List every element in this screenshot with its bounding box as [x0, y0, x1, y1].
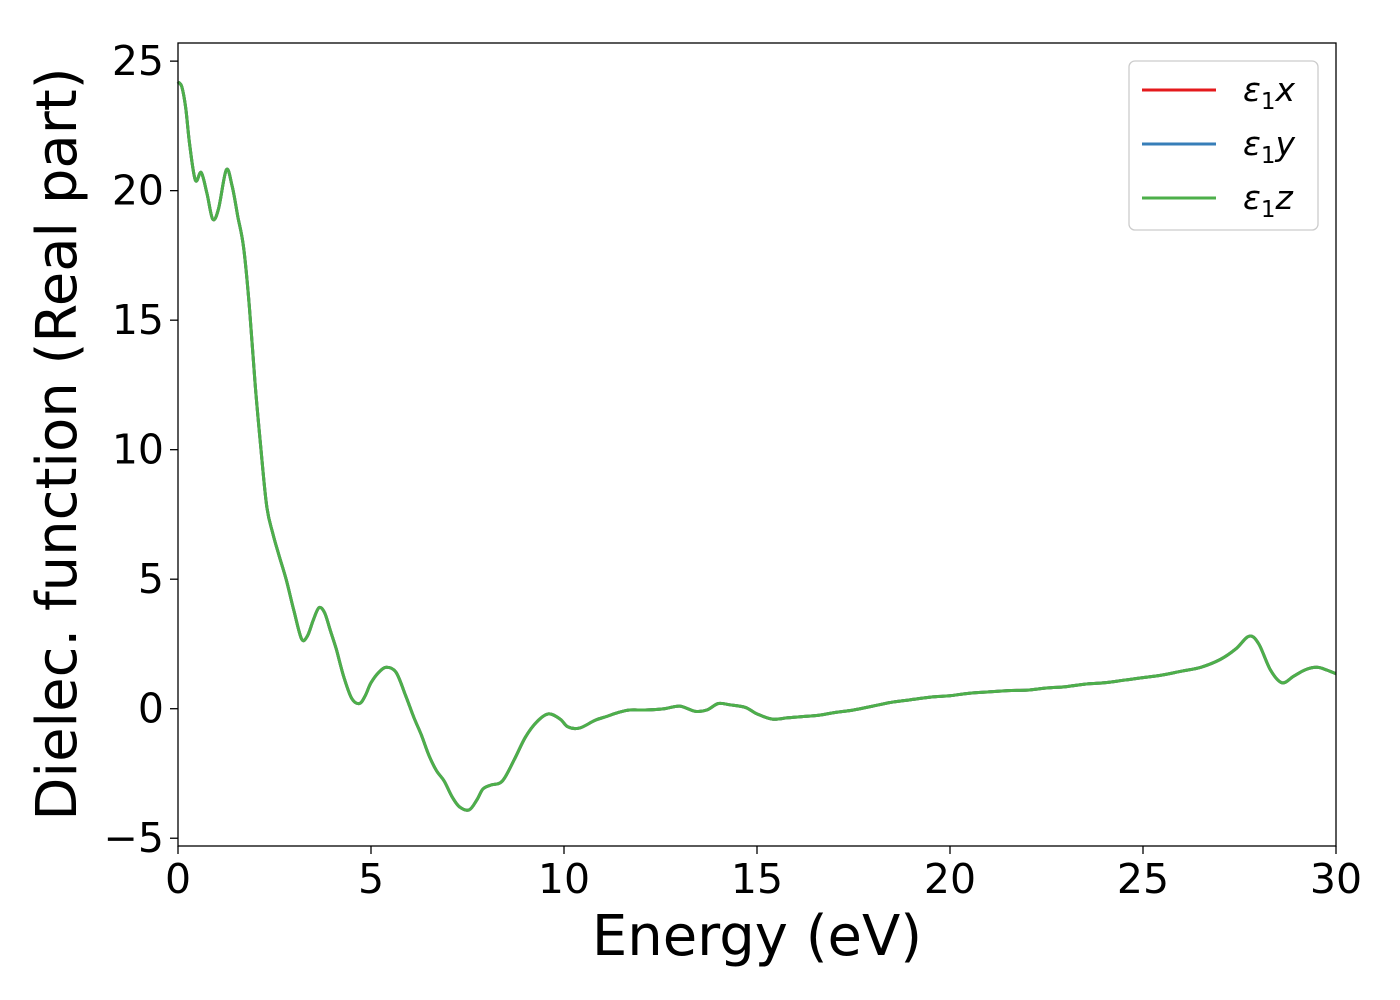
y-tick-label: 15 — [112, 296, 164, 344]
series-lines — [176, 80, 1337, 812]
y-tick-label: 25 — [112, 37, 164, 85]
y-tick-label: 10 — [112, 426, 164, 474]
x-axis-title: Energy (eV) — [592, 904, 922, 969]
x-axis-ticks: 0 5 10 15 20 25 30 — [165, 846, 1362, 903]
y-tick-label: 0 — [138, 685, 164, 733]
x-tick-label: 15 — [731, 855, 783, 903]
legend-label: ε1z — [1243, 178, 1293, 223]
x-tick-label: 20 — [924, 855, 976, 903]
y-tick-label: 5 — [138, 555, 164, 603]
legend: ε1x ε1y ε1z — [1128, 60, 1319, 231]
x-tick-label: 0 — [165, 855, 191, 903]
legend-label: ε1y — [1243, 124, 1295, 169]
x-tick-label: 25 — [1117, 855, 1169, 903]
x-tick-label: 5 — [358, 855, 384, 903]
y-tick-label: −5 — [104, 814, 164, 862]
legend-label: ε1x — [1243, 70, 1295, 115]
y-axis-ticks: −5 0 5 10 15 20 25 — [104, 37, 178, 862]
y-tick-label: 20 — [112, 167, 164, 215]
x-tick-label: 10 — [538, 855, 590, 903]
series-line-3 — [176, 80, 1337, 812]
x-tick-label: 30 — [1310, 855, 1362, 903]
legend-box — [1128, 60, 1319, 231]
y-axis-title: Dielec. function (Real part) — [25, 67, 90, 820]
